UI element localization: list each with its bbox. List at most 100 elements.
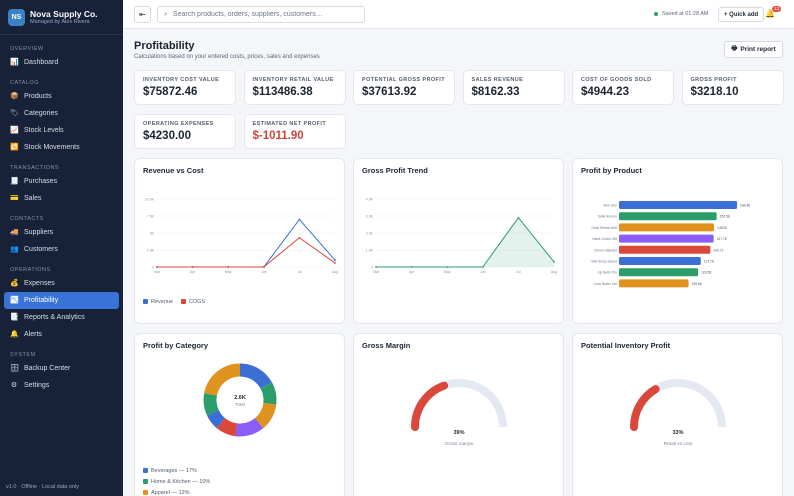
legend-swatch xyxy=(181,299,187,304)
search-icon: ⌕ xyxy=(164,10,168,18)
sidebar-item-products[interactable]: 📦 Products xyxy=(4,88,119,105)
bar-category-label: Lip Balm Trio xyxy=(598,271,617,275)
x-tick-label: May xyxy=(225,270,232,274)
stat-value: $3218.10 xyxy=(690,86,739,98)
stat-label: Cost of goods sold xyxy=(581,77,652,83)
stat-value: $113486.38 xyxy=(252,86,313,98)
bar xyxy=(619,234,714,243)
y-tick-label: 1.0K xyxy=(366,249,374,253)
stat-label: Potential gross profit xyxy=(362,77,445,83)
gross-margin-card: Gross Margin 39% Gross margin xyxy=(353,333,564,496)
data-point xyxy=(334,262,336,264)
sidebar-item-label: Reports & Analytics xyxy=(24,314,85,321)
y-tick-label: 5K xyxy=(150,232,155,236)
gross-margin-gauge: 39% Gross margin xyxy=(411,379,507,447)
data-point xyxy=(227,266,230,268)
gauge-track xyxy=(411,379,507,428)
y-tick-label: 7.5K xyxy=(147,215,155,219)
bar xyxy=(619,268,699,277)
sidebar-item-label: Categories xyxy=(24,110,58,117)
sidebar-item-dashboard[interactable]: 📊 Dashboard xyxy=(4,54,119,71)
people-icon: 👥 xyxy=(10,245,19,253)
bar-category-label: Hand Cream Gift xyxy=(592,237,617,241)
page-title: Profitability xyxy=(134,40,195,52)
tag-icon: 🏷 xyxy=(10,109,19,117)
card-title: Profit by Product xyxy=(581,166,642,175)
bar-category-label: Coco Butter Gel xyxy=(594,282,618,286)
sidebar-item-suppliers[interactable]: 🚚 Suppliers xyxy=(4,224,119,241)
donut-center-label: Total xyxy=(235,402,245,407)
bar xyxy=(619,223,715,232)
stat-value: $-1011.90 xyxy=(252,130,304,142)
search-box[interactable]: ⌕ xyxy=(157,6,365,23)
data-point xyxy=(156,266,158,268)
legend-swatch xyxy=(143,479,148,484)
card-title: Profit by Category xyxy=(143,341,209,350)
sidebar-item-label: Alerts xyxy=(24,331,42,338)
stat-value: $4944.23 xyxy=(581,86,629,98)
x-tick-label: May xyxy=(444,270,451,274)
pie-slice xyxy=(206,409,226,429)
sidebar-footer: v1.0 · Offline · Local data only xyxy=(6,484,79,490)
sidebar-item-label: Stock Movements xyxy=(24,144,80,151)
y-tick-label: 2.0K xyxy=(366,232,374,236)
legend-item: Apparel — 12% xyxy=(143,487,210,496)
quick-add-button[interactable]: + Quick add xyxy=(718,7,765,22)
print-report-button[interactable]: 🖶 Print report xyxy=(724,41,783,58)
stat-card: Gross profit $3218.10 xyxy=(681,70,784,105)
search-input[interactable] xyxy=(172,11,353,18)
bar-value-label: 108.66 xyxy=(692,282,702,286)
stat-label: Estimated net profit xyxy=(252,121,327,127)
x-tick-label: Mar xyxy=(373,270,380,274)
series-area xyxy=(376,217,554,267)
profit-by-product-card: Profit by Product Item One 184.46 Table Ru… xyxy=(572,158,783,324)
x-tick-label: Aug xyxy=(551,270,557,274)
stat-card: Potential gross profit $37613.92 xyxy=(353,70,455,105)
sidebar-item-categories[interactable]: 🏷 Categories xyxy=(4,105,119,122)
sidebar-item-label: Dashboard xyxy=(24,59,59,66)
sidebar-item-stock-movements[interactable]: 🔁 Stock Movements xyxy=(4,139,119,156)
sidebar-item-label: Suppliers xyxy=(24,229,54,236)
sidebar-item-reports-analytics[interactable]: 📑 Reports & Analytics xyxy=(4,309,119,326)
bar xyxy=(619,201,738,209)
legend-item-cogs: COGS xyxy=(181,296,205,307)
gross-profit-trend-chart: 0 1.0K 2.0K 3.0K 4.0K Mar Apr May Jun Jul Aug xyxy=(366,198,557,275)
stat-card: Sales revenue $8162.33 xyxy=(462,70,565,105)
sidebar-item-customers[interactable]: 👥 Customers xyxy=(4,241,119,258)
sidebar-nav: OVERVIEW 📊 Dashboard CATALOG 📦 Products 🏷 Categ… xyxy=(0,35,123,401)
card-title: Revenue vs Cost xyxy=(143,166,204,175)
data-point xyxy=(553,261,555,263)
bar-value-label: 142.71 xyxy=(713,248,723,252)
x-tick-label: Jun xyxy=(261,270,267,274)
legend-swatch xyxy=(143,299,148,304)
sidebar-item-backup-center[interactable]: 🗄 Backup Center xyxy=(4,360,119,377)
x-tick-label: Jul xyxy=(516,270,521,274)
sidebar-item-sales[interactable]: 💳 Sales xyxy=(4,190,119,207)
sidebar-item-settings[interactable]: ⚙ Settings xyxy=(4,377,119,394)
swap-icon: 🔁 xyxy=(10,143,19,151)
chart-icon: 📊 xyxy=(10,58,19,66)
stat-label: Sales revenue xyxy=(471,77,524,83)
collapse-sidebar-button[interactable]: ⇤ xyxy=(134,6,151,23)
series-line xyxy=(376,216,555,268)
gauge-fill xyxy=(411,381,449,431)
y-tick-label: 0 xyxy=(371,266,373,270)
sidebar-item-alerts[interactable]: 🔔 Alerts xyxy=(4,326,119,343)
gauge-caption: Gross margin xyxy=(445,441,474,447)
bell-icon[interactable]: 🔔 xyxy=(765,9,775,18)
brand-subtitle: Managed by Alex Rivera xyxy=(30,18,90,25)
x-tick-label: Apr xyxy=(409,270,415,274)
data-point xyxy=(481,266,484,268)
stat-card: Inventory cost value $75872.46 xyxy=(134,70,236,105)
bar-value-label: 152.58 xyxy=(720,215,730,219)
sidebar-item-purchases[interactable]: 🧾 Purchases xyxy=(4,173,119,190)
sidebar-item-label: Profitability xyxy=(24,297,59,304)
sidebar-item-label: Expenses xyxy=(24,280,55,287)
sidebar-item-profitability[interactable]: 📉 Profitability xyxy=(4,292,119,309)
legend-label: Home & Kitchen — 10% xyxy=(151,478,211,485)
sidebar-item-expenses[interactable]: 💰 Expenses xyxy=(4,275,119,292)
sidebar-item-label: Customers xyxy=(24,246,58,253)
bar xyxy=(619,257,701,265)
sidebar-item-stock-levels[interactable]: 📈 Stock Levels xyxy=(4,122,119,139)
gauge-fill xyxy=(630,385,660,431)
